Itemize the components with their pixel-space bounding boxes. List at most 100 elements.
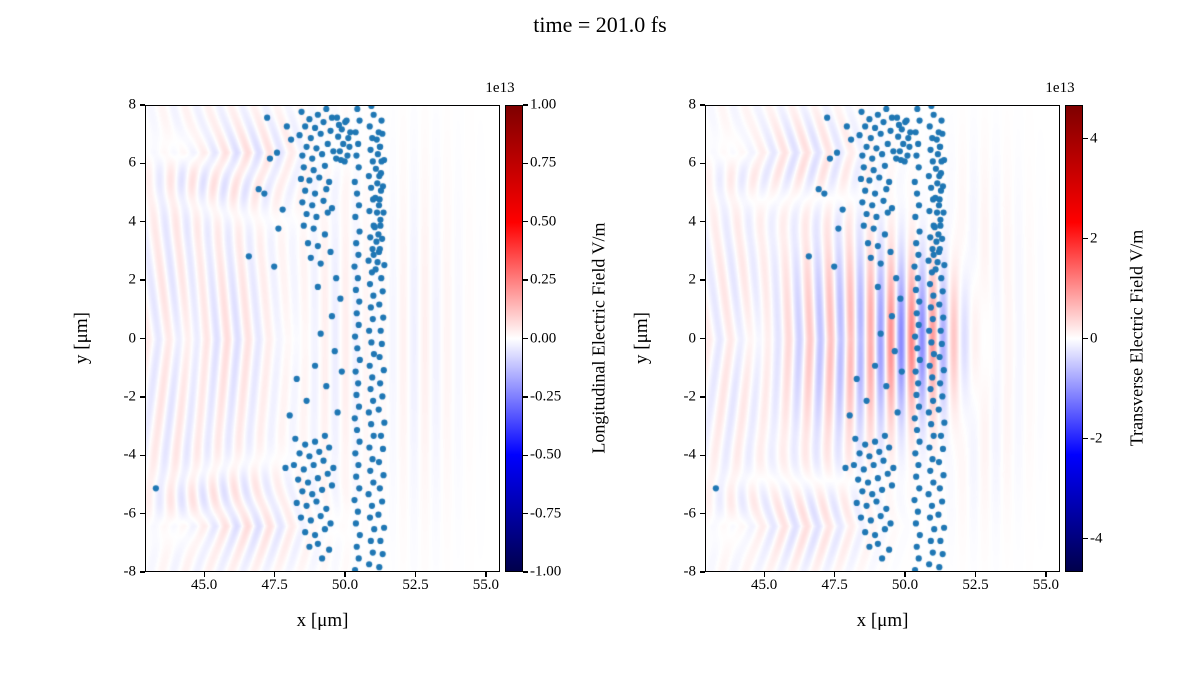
tick-mark (140, 279, 145, 281)
x-axis-label: x [μm] (856, 610, 909, 631)
tick-mark (700, 104, 705, 106)
tick-mark (140, 162, 145, 165)
tick-mark (140, 512, 145, 515)
tick-mark (523, 162, 528, 165)
x-tick-label: 47.5 (821, 577, 848, 593)
tick-mark (523, 221, 528, 223)
x-tick-label: 50.0 (891, 577, 919, 593)
tick-mark (763, 572, 765, 577)
colorbar-tick-label: -0.75 (530, 505, 562, 522)
field-heatmap-canvas (706, 106, 1059, 571)
tick-mark (700, 512, 705, 515)
tick-mark (523, 454, 528, 456)
colorbar-tick-label: 0.00 (530, 330, 557, 346)
tick-mark (273, 572, 276, 577)
colorbar-tick-label: 1.00 (530, 96, 557, 113)
colorbar-label: Longitudinal Electric Field V/m (588, 222, 609, 454)
colorbar (505, 105, 523, 572)
y-tick-label: 4 (688, 213, 697, 230)
x-tick-label: 45.0 (191, 577, 218, 593)
y-tick-label: 4 (128, 213, 137, 230)
y-tick-label: 0 (128, 330, 137, 346)
x-tick-label: 55.0 (1032, 577, 1060, 593)
x-tick-label: 55.0 (472, 577, 500, 593)
colorbar-tick-label: 2 (1090, 230, 1098, 246)
y-tick-label: 0 (688, 330, 697, 346)
colorbar-tick-label: -4 (1090, 530, 1103, 546)
tick-mark (700, 221, 705, 223)
colorbar-scale-offset: 1e13 (485, 80, 515, 96)
x-axis-label: x [μm] (296, 610, 349, 631)
colorbar-tick-label: -2 (1090, 430, 1103, 446)
tick-mark (140, 337, 145, 340)
colorbar-tick-label: -0.50 (530, 446, 562, 463)
colorbar-tick-label: -0.25 (530, 388, 562, 405)
y-tick-label: -2 (123, 388, 137, 405)
y-tick-label: -2 (683, 388, 697, 405)
tick-mark (523, 337, 528, 340)
colorbar-tick-label: 0 (1090, 330, 1098, 346)
tick-mark (1045, 572, 1047, 577)
y-axis-label: y [μm] (631, 312, 652, 364)
colorbar (1065, 105, 1083, 572)
colorbar-scale-offset: 1e13 (1045, 80, 1075, 96)
plot-area (705, 105, 1060, 572)
tick-mark (414, 572, 417, 577)
y-tick-label: 2 (128, 271, 137, 288)
tick-mark (523, 512, 528, 515)
tick-mark (344, 572, 346, 577)
tick-mark (1083, 237, 1088, 240)
y-tick-label: -6 (683, 505, 697, 522)
tick-mark (140, 454, 145, 456)
x-tick-label: 52.5 (402, 577, 429, 593)
x-tick-label: 45.0 (751, 577, 778, 593)
y-tick-label: -6 (123, 505, 137, 522)
colorbar-label: Transverse Electric Field V/m (1126, 229, 1147, 447)
tick-mark (523, 104, 528, 106)
y-tick-label: 6 (688, 154, 697, 171)
plot-area (145, 105, 500, 572)
tick-mark (203, 572, 205, 577)
tick-mark (1083, 337, 1088, 340)
colorbar-tick-label: 0.50 (530, 213, 557, 230)
tick-mark (140, 104, 145, 106)
colorbar-tick-label: 4 (1090, 130, 1098, 146)
tick-mark (140, 396, 145, 398)
tick-mark (485, 572, 487, 577)
tick-mark (700, 279, 705, 281)
tick-mark (700, 571, 705, 573)
y-tick-label: -8 (123, 563, 137, 580)
y-tick-label: 2 (688, 271, 697, 288)
tick-mark (700, 454, 705, 456)
y-axis-label: y [μm] (71, 312, 92, 364)
tick-mark (974, 572, 977, 577)
x-tick-label: 52.5 (962, 577, 989, 593)
tick-mark (700, 162, 705, 165)
tick-mark (700, 396, 705, 398)
y-tick-label: -4 (123, 446, 137, 463)
tick-mark (700, 337, 705, 340)
colorbar-tick-label: -1.00 (530, 563, 562, 580)
colorbar-tick-label: 0.75 (530, 154, 557, 171)
colorbar-tick-label: 0.25 (530, 271, 557, 288)
tick-mark (523, 396, 528, 398)
y-tick-label: 8 (128, 96, 137, 113)
x-tick-label: 50.0 (331, 577, 359, 593)
tick-mark (1083, 137, 1088, 140)
tick-mark (1083, 437, 1088, 440)
figure-title: time = 201.0 fs (533, 12, 667, 37)
tick-mark (904, 572, 906, 577)
tick-mark (523, 279, 528, 281)
tick-mark (140, 221, 145, 223)
tick-mark (523, 571, 528, 573)
tick-mark (833, 572, 836, 577)
y-tick-label: 8 (688, 96, 697, 113)
tick-mark (140, 571, 145, 573)
x-tick-label: 47.5 (261, 577, 288, 593)
y-tick-label: 6 (128, 154, 137, 171)
field-heatmap-canvas (146, 106, 499, 571)
y-tick-label: -4 (683, 446, 697, 463)
tick-mark (1083, 537, 1088, 540)
y-tick-label: -8 (683, 563, 697, 580)
